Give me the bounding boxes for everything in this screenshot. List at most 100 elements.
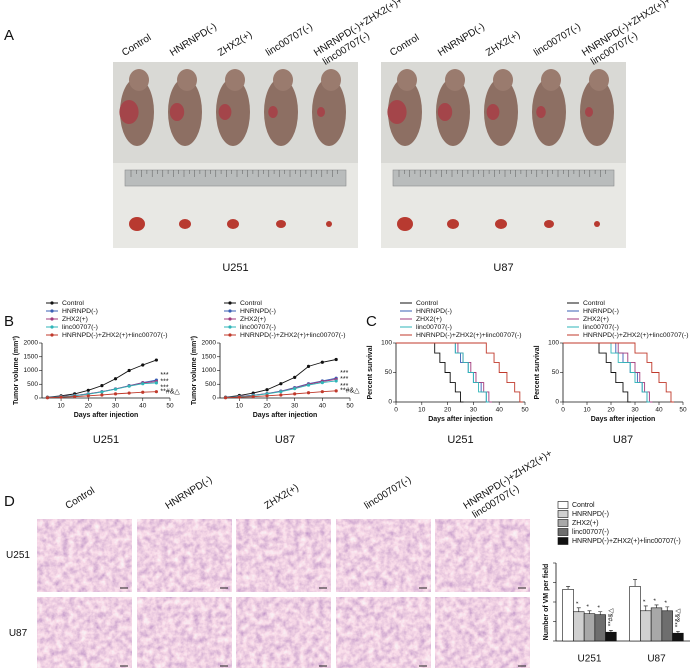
bar [583,613,596,642]
group-label: linc00707(-) [532,21,583,58]
mouse [484,78,518,146]
y-tick-label: 0 [388,399,392,406]
x-tick-label: 40 [139,403,147,410]
bar [594,614,606,642]
x-tick-label: 50 [521,407,529,414]
y-tick-label: 1500 [24,353,39,360]
legend-label: Control [416,300,438,307]
series-line [563,342,650,403]
error-bar [566,586,571,590]
group-label: HNRNPD(-) [436,21,487,58]
bar [640,610,652,642]
data-point [127,391,131,395]
x-axis-label: Days after injection [253,412,318,419]
error-bar [643,605,648,611]
legend-label: HNRNPD(-) [62,308,98,315]
mouse-head [273,69,293,91]
x-tick-label: 40 [655,407,663,414]
x-tick-label: 10 [57,403,65,410]
histology-texture [37,519,132,592]
y-tick-label: 2000 [24,340,39,347]
x-tick-label: 0 [394,407,398,414]
data-point [73,395,77,399]
x-tick-label: 10 [418,407,426,414]
bar [629,586,641,642]
tumor-in-situ [437,103,453,121]
x-tick-label: 10 [236,403,244,410]
mouse [168,78,202,146]
tumor-in-situ [387,100,407,124]
y-tick-label: 0 [34,395,38,402]
error-bar [675,630,680,634]
tumor-in-situ [119,100,139,124]
mouse-head [589,69,609,91]
data-point [251,395,255,399]
ruler [392,169,615,187]
legend-label: HNRNPD(-)+ZHX2(+)+linc00707(-) [240,332,346,339]
legend-marker [50,333,54,337]
significance-label: *** [160,372,168,379]
group-label: HNRNPD(-) [168,21,219,58]
data-point [127,384,131,388]
x-tick-label: 0 [561,407,565,414]
data-point [100,384,104,388]
data-point [334,357,338,362]
x-axis-label: Days after injection [428,416,493,423]
legend-label: ZHX2(+) [572,520,599,527]
data-point [127,368,131,373]
legend-marker [50,325,54,329]
mouse-head [541,69,561,91]
significance-label: * [586,604,593,607]
y-tick-label: 0 [212,395,216,402]
error-bar [576,607,581,612]
y-tick-label: 50 [552,369,560,376]
tumor-in-situ [169,103,185,121]
data-point [100,390,104,394]
x-tick-label: 20 [444,407,452,414]
histology-texture [336,519,431,592]
legend-label: Control [583,300,605,307]
data-point [293,387,297,391]
data-point [100,393,104,397]
legend-label: linc00707(-) [62,324,98,331]
category-label: U87 [647,654,666,665]
mouse-head [177,69,197,91]
series-line [563,342,631,403]
y-axis-label: Percent survival [367,345,374,399]
significance-label: **#&△ [160,389,180,396]
x-axis-label: Days after injection [591,416,656,423]
legend-label: linc00707(-) [416,324,452,331]
data-point [113,387,118,391]
significance-label: * [653,598,660,601]
cell-line-label: U87 [493,262,513,274]
legend-swatch [557,537,569,545]
error-bar [608,629,613,633]
mouse [580,78,614,146]
x-tick-label: 30 [631,407,639,414]
group-label: HNRNPD(-)+ZHX2(+)+ [580,0,673,59]
group-label: Control [388,32,421,58]
legend-label: ZHX2(+) [416,316,442,323]
legend-label: linc00707(-) [583,324,619,331]
legend-marker [228,309,232,313]
error-bar [654,604,659,608]
mouse-head [321,69,341,91]
legend-label: linc00707(-) [240,324,276,331]
histology-texture [236,519,331,592]
significance-label: *** [160,378,168,385]
legend-swatch [557,528,569,536]
data-point [334,389,338,393]
panel-label: C [366,313,377,330]
legend-marker [228,317,232,321]
row-label: U251 [6,550,30,561]
data-point [141,363,145,367]
significance-label: * [597,605,604,608]
legend-label: Control [240,300,262,307]
legend-marker [228,301,232,305]
legend-label: ZHX2(+) [583,316,609,323]
significance-label: *** [160,385,168,392]
cell-line-label: U251 [222,262,248,274]
legend-label: HNRNPD(-)+ZHX2(+)+linc00707(-) [62,332,168,339]
data-point [86,388,90,392]
